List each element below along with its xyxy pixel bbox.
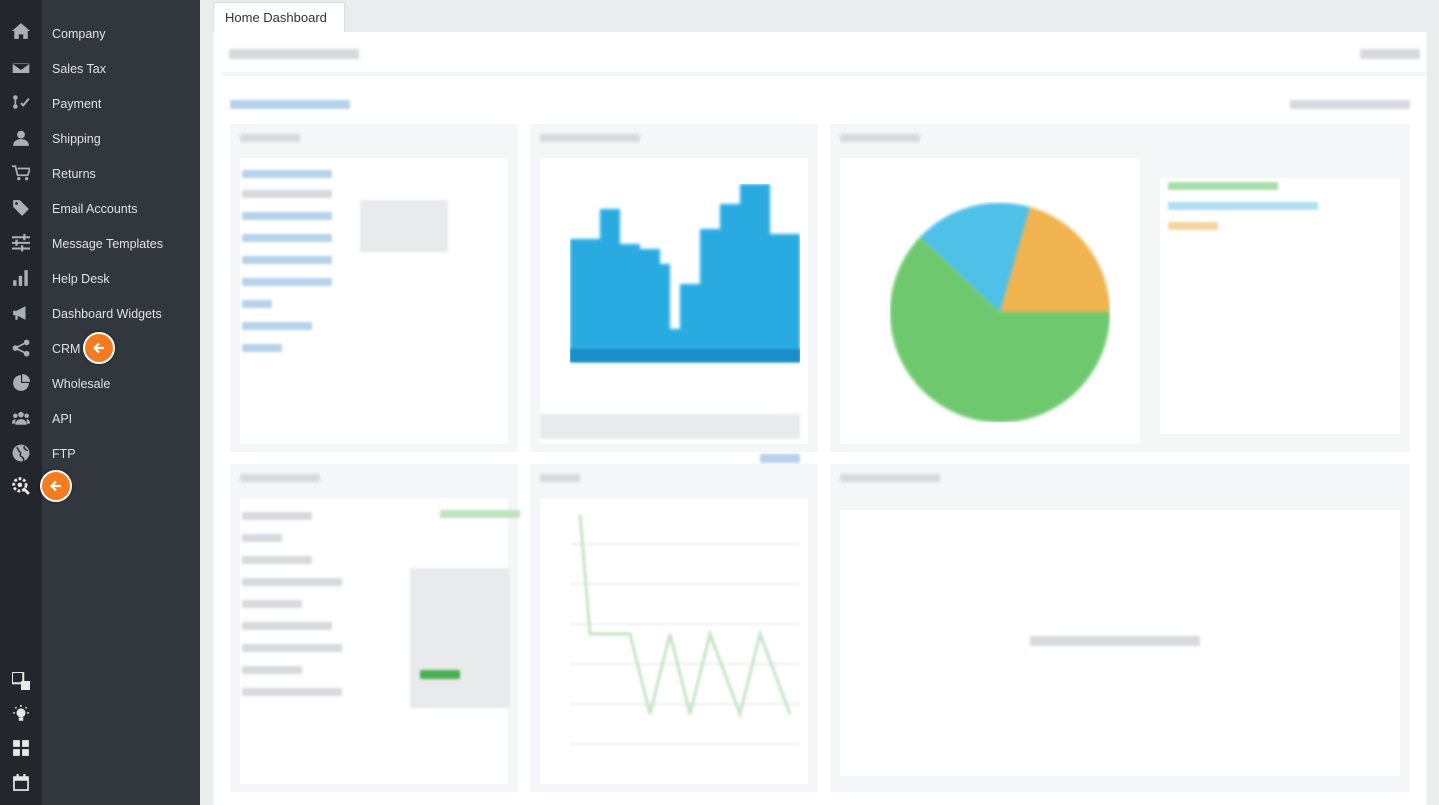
menu-item-help-desk[interactable]: Help Desk xyxy=(52,272,110,286)
menu-item-sales-tax[interactable]: Sales Tax xyxy=(52,62,106,76)
blurred-pie-chart xyxy=(890,202,1110,422)
blurred-line-chart xyxy=(570,514,800,745)
calendar-icon[interactable] xyxy=(10,772,32,794)
menu-item-api[interactable]: API xyxy=(52,412,73,426)
payment-icon[interactable] xyxy=(10,91,32,113)
menu-item-crm[interactable]: CRM xyxy=(52,342,81,356)
widget-pie-chart xyxy=(830,124,1410,452)
home-icon[interactable] xyxy=(10,20,32,42)
menu-item-ftp[interactable]: FTP xyxy=(52,447,76,461)
tag-icon[interactable] xyxy=(10,197,32,219)
share-icon[interactable] xyxy=(10,337,32,359)
widgets-icon[interactable] xyxy=(10,670,32,692)
widget-1 xyxy=(230,124,518,452)
sliders-icon[interactable] xyxy=(10,232,32,254)
settings-menu: Company Sales Tax Payment Shipping Retur… xyxy=(42,0,200,805)
menu-item-company[interactable]: Company xyxy=(52,27,106,41)
users-icon[interactable] xyxy=(10,407,32,429)
menu-item-dashboard-widgets[interactable]: Dashboard Widgets xyxy=(52,307,162,321)
widget-4 xyxy=(230,464,520,792)
blurred-area-chart xyxy=(570,184,800,362)
icon-rail xyxy=(0,0,42,805)
lightbulb-icon[interactable] xyxy=(10,703,32,725)
envelope-icon[interactable] xyxy=(10,57,32,79)
menu-item-email-accounts[interactable]: Email Accounts xyxy=(52,202,138,216)
cart-icon[interactable] xyxy=(10,162,32,184)
settings-gear-icon[interactable] xyxy=(10,475,32,497)
widget-empty xyxy=(830,464,1410,792)
menu-item-message-templates[interactable]: Message Templates xyxy=(52,237,163,251)
settings-pointer-arrow-icon xyxy=(40,470,72,502)
menu-item-returns[interactable]: Returns xyxy=(52,167,96,181)
dashboard-panel xyxy=(213,32,1427,805)
control-blur xyxy=(1290,100,1410,109)
bar-chart-icon[interactable] xyxy=(10,267,32,289)
widget-line-chart xyxy=(530,464,818,792)
calculator-icon[interactable] xyxy=(10,737,32,759)
pie-chart-icon[interactable] xyxy=(10,372,32,394)
tab-home-dashboard[interactable]: Home Dashboard xyxy=(213,2,345,33)
divider xyxy=(221,72,1427,76)
widget-bar-chart xyxy=(530,124,818,463)
header-right-blur xyxy=(1360,49,1420,59)
megaphone-icon[interactable] xyxy=(10,302,32,324)
dashboard-header-blur xyxy=(229,49,359,59)
menu-item-payment[interactable]: Payment xyxy=(52,97,102,111)
link-blur xyxy=(230,100,350,109)
crm-pointer-arrow-icon xyxy=(83,332,115,364)
menu-item-shipping[interactable]: Shipping xyxy=(52,132,101,146)
globe-icon[interactable] xyxy=(10,442,32,464)
user-icon[interactable] xyxy=(10,127,32,149)
menu-item-wholesale[interactable]: Wholesale xyxy=(52,377,111,391)
